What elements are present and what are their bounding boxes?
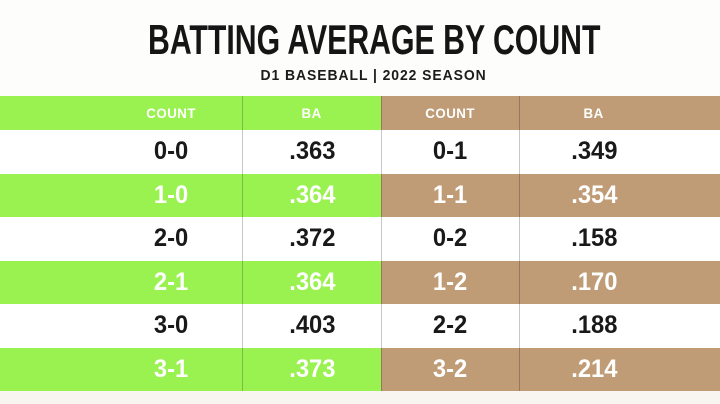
ba-cell-left: .364: [242, 260, 381, 304]
page-title-text: BATTING AVERAGE BY COUNT: [147, 16, 601, 63]
count-value-right: 1-2: [433, 267, 468, 296]
count-value-left: 0-0: [154, 137, 189, 166]
ba-cell-left: .364: [242, 173, 381, 217]
count-cell-left: 2-0: [101, 217, 242, 261]
table-row: 2-0 .372 0-2 .158: [0, 217, 720, 261]
count-cell-right: 2-2: [381, 304, 519, 348]
row-left-bleed: [0, 304, 101, 348]
title-block: BATTING AVERAGE BY COUNT D1 BASEBALL | 2…: [0, 0, 720, 96]
page-subtitle: D1 BASEBALL | 2022 SEASON: [252, 68, 495, 83]
table-row: 2-1 .364 1-2 .170: [0, 260, 720, 304]
count-value-left: 2-0: [154, 224, 189, 253]
row-right-bleed: [668, 260, 720, 304]
table-row: 1-0 .364 1-1 .354: [0, 173, 720, 217]
table-header-row: COUNT BA COUNT BA: [0, 96, 720, 130]
row-left-bleed: [0, 217, 101, 261]
ba-cell-right: .158: [519, 217, 668, 261]
table-row: 3-1 .373 3-2 .214: [0, 347, 720, 391]
header-label-count-right: COUNT: [425, 105, 476, 121]
ba-cell-right: .188: [519, 304, 668, 348]
ba-value-left: .403: [288, 311, 336, 340]
table-body: 0-0 .363 0-1 .349 1-0 .: [0, 130, 720, 391]
row-left-bleed: [0, 347, 101, 391]
count-value-left: 3-0: [154, 311, 189, 340]
table-row: 0-0 .363 0-1 .349: [0, 130, 720, 174]
count-value-right: 1-1: [433, 180, 468, 209]
ba-cell-left: .363: [242, 130, 381, 174]
header-cell-ba-right: BA: [519, 96, 668, 130]
header-left-bleed: [0, 96, 101, 130]
count-cell-left: 1-0: [101, 173, 242, 217]
count-cell-left: 2-1: [101, 260, 242, 304]
row-left-bleed: [0, 130, 101, 174]
count-cell-right: 0-2: [381, 217, 519, 261]
header-label-count-left: COUNT: [146, 105, 197, 121]
count-cell-right: 1-2: [381, 260, 519, 304]
ba-value-right: .158: [570, 224, 618, 253]
ba-value-right: .354: [570, 180, 618, 209]
ba-value-left: .363: [288, 137, 336, 166]
count-cell-left: 3-1: [101, 347, 242, 391]
ba-cell-right: .170: [519, 260, 668, 304]
ba-value-left: .364: [288, 180, 336, 209]
count-value-right: 3-2: [433, 354, 468, 383]
row-right-bleed: [668, 130, 720, 174]
count-cell-right: 0-1: [381, 130, 519, 174]
header-cell-count-right: COUNT: [381, 96, 519, 130]
count-value-right: 0-1: [433, 137, 468, 166]
count-cell-right: 3-2: [381, 347, 519, 391]
ba-cell-left: .372: [242, 217, 381, 261]
row-left-bleed: [0, 173, 101, 217]
count-value-right: 0-2: [433, 224, 468, 253]
table-row: 3-0 .403 2-2 .188: [0, 304, 720, 348]
ba-value-left: .372: [288, 224, 336, 253]
header-cell-ba-left: BA: [242, 96, 381, 130]
row-right-bleed: [668, 304, 720, 348]
count-value-left: 1-0: [154, 180, 189, 209]
row-right-bleed: [668, 173, 720, 217]
header-label-ba-left: BA: [301, 105, 323, 121]
ba-cell-right: .349: [519, 130, 668, 174]
ba-value-left: .364: [288, 267, 336, 296]
ba-cell-right: .354: [519, 173, 668, 217]
count-value-left: 2-1: [154, 267, 189, 296]
count-value-right: 2-2: [433, 311, 468, 340]
ba-value-right: .188: [570, 311, 618, 340]
row-left-bleed: [0, 260, 101, 304]
header-label-ba-right: BA: [583, 105, 605, 121]
row-right-bleed: [668, 347, 720, 391]
count-cell-left: 0-0: [101, 130, 242, 174]
row-right-bleed: [668, 217, 720, 261]
count-cell-left: 3-0: [101, 304, 242, 348]
page-title: BATTING AVERAGE BY COUNT: [60, 19, 688, 61]
header-cell-count-left: COUNT: [101, 96, 242, 130]
batting-average-table: COUNT BA COUNT BA 0-0 .363: [0, 96, 720, 391]
bottom-margin-strip: [0, 391, 720, 404]
ba-value-right: .349: [570, 137, 618, 166]
ba-value-right: .214: [570, 354, 618, 383]
ba-cell-left: .403: [242, 304, 381, 348]
header-right-bleed: [668, 96, 720, 130]
ba-cell-right: .214: [519, 347, 668, 391]
ba-cell-left: .373: [242, 347, 381, 391]
ba-value-left: .373: [288, 354, 336, 383]
count-cell-right: 1-1: [381, 173, 519, 217]
count-value-left: 3-1: [154, 354, 189, 383]
ba-value-right: .170: [570, 267, 618, 296]
page-subtitle-text: D1 BASEBALL | 2022 SEASON: [260, 67, 488, 84]
